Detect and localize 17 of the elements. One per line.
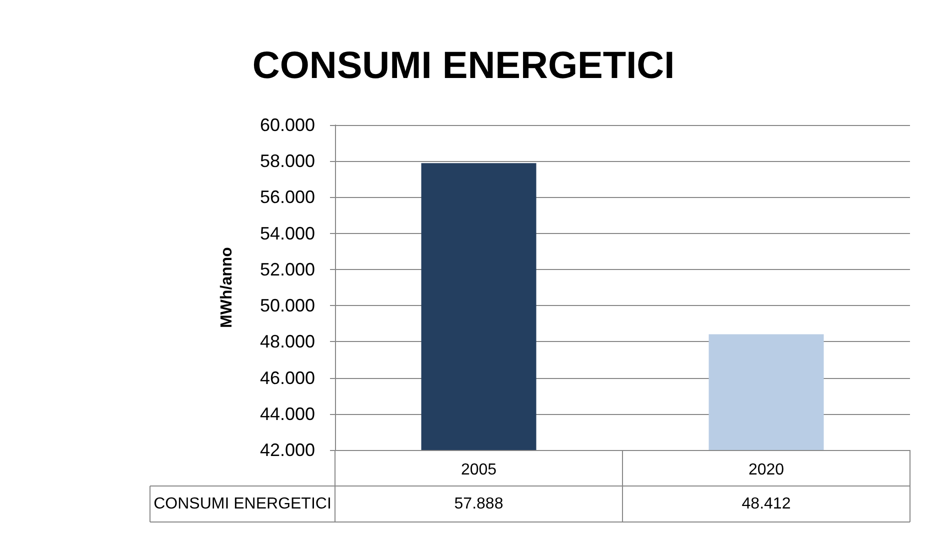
y-tick-label: 56.000 [260, 187, 315, 208]
data-label: 48.412 [742, 496, 791, 512]
y-tick-label: 50.000 [260, 296, 315, 316]
y-tick-label: 46.000 [260, 368, 315, 388]
x-tick-label: 2005 [460, 462, 497, 478]
y-tick-label: 48.000 [260, 332, 315, 352]
y-tick-label: 58.000 [260, 151, 315, 172]
y-tick-label: 52.000 [260, 259, 315, 280]
y-axis-title: MWh/anno [218, 246, 236, 328]
text: CONSUMI ENERGETICI [154, 496, 332, 512]
data-label: 57.888 [454, 496, 504, 512]
x-tick-label: 2020 [748, 462, 784, 478]
y-tick-label: 44.000 [260, 404, 315, 424]
y-tick-label: 42.000 [260, 440, 315, 460]
y-tick-label: 60.000 [260, 115, 315, 135]
y-tick-label: 54.000 [260, 223, 315, 244]
chart-title: CONSUMI ENERGETICI [252, 45, 675, 87]
